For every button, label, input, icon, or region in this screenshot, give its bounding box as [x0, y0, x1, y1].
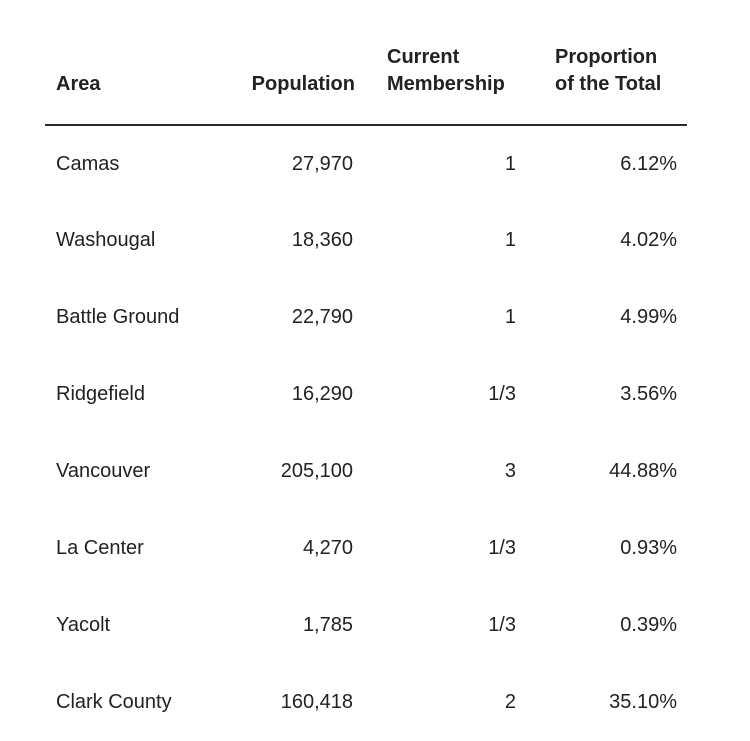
table-row: Battle Ground 22,790 1 4.99%: [45, 279, 687, 356]
header-area-label: Area: [56, 73, 101, 95]
table-row: Washougal 18,360 1 4.02%: [45, 202, 687, 279]
cell-membership: 2: [504, 691, 516, 713]
cell-proportion: 0.93%: [620, 537, 677, 559]
cell-population: 4,270: [302, 537, 353, 559]
cell-proportion: 44.88%: [609, 460, 677, 482]
cell-population: 22,790: [291, 306, 353, 328]
cell-proportion: 0.39%: [620, 614, 677, 636]
cell-population: 18,360: [291, 229, 353, 251]
cell-proportion: 35.10%: [609, 691, 677, 713]
table-body: Camas 27,970 1 6.12% Washougal 18,360 1 …: [45, 125, 687, 741]
cell-proportion: 6.12%: [620, 152, 677, 175]
membership-table: Area Population Current Membership Propo…: [45, 44, 687, 741]
cell-area: Vancouver: [56, 460, 151, 482]
cell-area: Camas: [56, 152, 120, 175]
cell-proportion: 3.56%: [620, 383, 677, 405]
header-population: Population: [235, 44, 375, 125]
cell-area: Battle Ground: [56, 306, 180, 328]
cell-membership: 3: [504, 460, 516, 482]
table-row: Yacolt 1,785 1/3 0.39%: [45, 587, 687, 664]
header-population-label: Population: [251, 73, 355, 95]
cell-population: 160,418: [280, 691, 353, 713]
cell-membership: 1/3: [488, 537, 516, 559]
header-membership-line2: Membership: [387, 73, 505, 95]
cell-membership: 1: [504, 152, 516, 175]
cell-population: 1,785: [302, 614, 353, 636]
cell-proportion: 4.99%: [620, 306, 677, 328]
table-row: Vancouver 205,100 3 44.88%: [45, 433, 687, 510]
cell-area: Yacolt: [56, 614, 111, 636]
cell-membership: 1: [504, 229, 516, 251]
header-row: Area Population Current Membership Propo…: [45, 44, 687, 125]
table-row: Camas 27,970 1 6.12%: [45, 125, 687, 202]
header-proportion-line2: of the Total: [555, 73, 662, 95]
header-area: Area: [45, 44, 235, 125]
membership-table-container: Area Population Current Membership Propo…: [45, 44, 687, 741]
cell-membership: 1/3: [488, 614, 516, 636]
header-proportion: Proportion of the Total: [538, 44, 687, 125]
cell-population: 27,970: [291, 152, 353, 175]
cell-membership: 1/3: [488, 383, 516, 405]
cell-proportion: 4.02%: [620, 229, 677, 251]
cell-area: Clark County: [56, 691, 172, 713]
cell-area: La Center: [56, 537, 144, 559]
table-header: Area Population Current Membership Propo…: [45, 44, 687, 125]
cell-membership: 1: [504, 306, 516, 328]
header-current-membership: Current Membership: [375, 44, 538, 125]
header-membership-line1: Current: [387, 46, 460, 68]
cell-area: Ridgefield: [56, 383, 145, 405]
table-row: Clark County 160,418 2 35.10%: [45, 664, 687, 741]
table-row: Ridgefield 16,290 1/3 3.56%: [45, 356, 687, 433]
cell-area: Washougal: [56, 229, 156, 251]
cell-population: 205,100: [280, 460, 353, 482]
header-proportion-line1: Proportion: [555, 46, 658, 68]
cell-population: 16,290: [291, 383, 353, 405]
table-row: La Center 4,270 1/3 0.93%: [45, 510, 687, 587]
